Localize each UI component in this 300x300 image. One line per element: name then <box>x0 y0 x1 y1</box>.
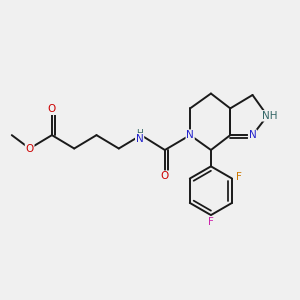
Text: O: O <box>48 104 56 114</box>
Text: N: N <box>249 130 256 140</box>
Text: F: F <box>208 217 214 226</box>
Text: NH: NH <box>262 111 278 121</box>
Text: O: O <box>26 143 34 154</box>
Text: F: F <box>236 172 242 182</box>
Text: O: O <box>161 171 169 181</box>
Text: N: N <box>186 130 194 140</box>
Text: H: H <box>136 129 143 138</box>
Text: N: N <box>136 134 143 144</box>
